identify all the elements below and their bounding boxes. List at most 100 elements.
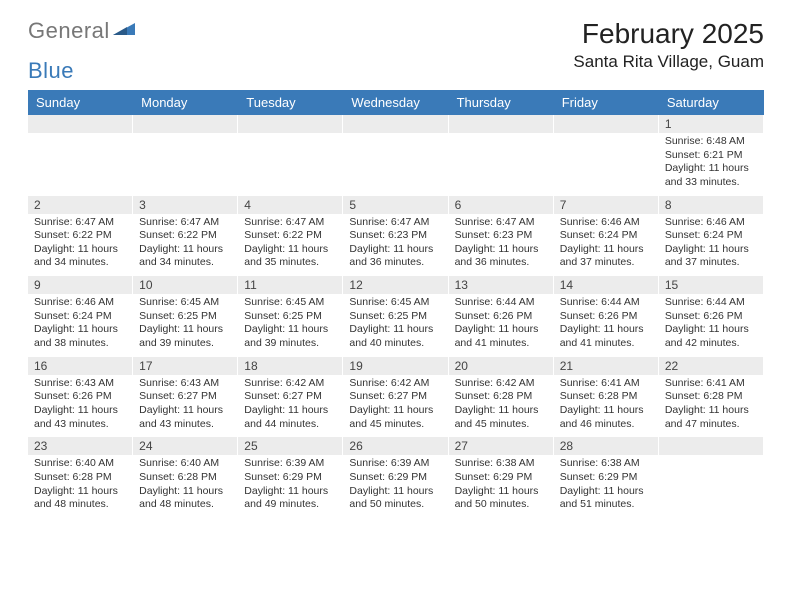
day-details: Sunrise: 6:40 AMSunset: 6:28 PMDaylight:… <box>133 455 237 518</box>
weeks-container: 1Sunrise: 6:48 AMSunset: 6:21 PMDaylight… <box>28 115 764 518</box>
day-details: Sunrise: 6:39 AMSunset: 6:29 PMDaylight:… <box>343 455 447 518</box>
day-details: Sunrise: 6:41 AMSunset: 6:28 PMDaylight:… <box>659 375 763 438</box>
day-number: 15 <box>659 276 763 294</box>
day-cell <box>28 115 133 196</box>
sunrise-text: Sunrise: 6:38 AM <box>560 457 652 471</box>
day-number: 5 <box>343 196 447 214</box>
day-number <box>343 115 447 133</box>
week-row: 2Sunrise: 6:47 AMSunset: 6:22 PMDaylight… <box>28 196 764 277</box>
day-number: 4 <box>238 196 342 214</box>
day-number <box>28 115 132 133</box>
day-details: Sunrise: 6:47 AMSunset: 6:23 PMDaylight:… <box>449 214 553 277</box>
day-details: Sunrise: 6:46 AMSunset: 6:24 PMDaylight:… <box>659 214 763 277</box>
daylight-text: Daylight: 11 hours and 37 minutes. <box>560 243 652 270</box>
sunset-text: Sunset: 6:29 PM <box>560 471 652 485</box>
sunrise-text: Sunrise: 6:46 AM <box>560 216 652 230</box>
daylight-text: Daylight: 11 hours and 45 minutes. <box>349 404 441 431</box>
daylight-text: Daylight: 11 hours and 50 minutes. <box>455 485 547 512</box>
day-number: 22 <box>659 357 763 375</box>
daylight-text: Daylight: 11 hours and 34 minutes. <box>34 243 126 270</box>
sunrise-text: Sunrise: 6:46 AM <box>665 216 757 230</box>
day-number: 26 <box>343 437 447 455</box>
sunrise-text: Sunrise: 6:42 AM <box>349 377 441 391</box>
day-details: Sunrise: 6:43 AMSunset: 6:26 PMDaylight:… <box>28 375 132 438</box>
day-header: Sunday <box>28 90 133 115</box>
sunset-text: Sunset: 6:25 PM <box>349 310 441 324</box>
day-number: 24 <box>133 437 237 455</box>
sunrise-text: Sunrise: 6:47 AM <box>455 216 547 230</box>
day-number: 23 <box>28 437 132 455</box>
day-cell: 6Sunrise: 6:47 AMSunset: 6:23 PMDaylight… <box>449 196 554 277</box>
day-details: Sunrise: 6:46 AMSunset: 6:24 PMDaylight:… <box>554 214 658 277</box>
sunset-text: Sunset: 6:26 PM <box>560 310 652 324</box>
day-details: Sunrise: 6:47 AMSunset: 6:22 PMDaylight:… <box>238 214 342 277</box>
daylight-text: Daylight: 11 hours and 33 minutes. <box>665 162 757 189</box>
day-number: 10 <box>133 276 237 294</box>
day-details <box>133 133 237 141</box>
day-details: Sunrise: 6:40 AMSunset: 6:28 PMDaylight:… <box>28 455 132 518</box>
day-details <box>343 133 447 141</box>
day-details: Sunrise: 6:41 AMSunset: 6:28 PMDaylight:… <box>554 375 658 438</box>
sunset-text: Sunset: 6:22 PM <box>139 229 231 243</box>
daylight-text: Daylight: 11 hours and 36 minutes. <box>349 243 441 270</box>
day-number: 28 <box>554 437 658 455</box>
month-title: February 2025 <box>573 18 764 50</box>
sunset-text: Sunset: 6:28 PM <box>560 390 652 404</box>
day-cell: 8Sunrise: 6:46 AMSunset: 6:24 PMDaylight… <box>659 196 764 277</box>
day-details: Sunrise: 6:43 AMSunset: 6:27 PMDaylight:… <box>133 375 237 438</box>
day-cell: 3Sunrise: 6:47 AMSunset: 6:22 PMDaylight… <box>133 196 238 277</box>
sunrise-text: Sunrise: 6:45 AM <box>349 296 441 310</box>
day-number: 7 <box>554 196 658 214</box>
day-number: 2 <box>28 196 132 214</box>
day-details: Sunrise: 6:47 AMSunset: 6:23 PMDaylight:… <box>343 214 447 277</box>
sunrise-text: Sunrise: 6:40 AM <box>139 457 231 471</box>
daylight-text: Daylight: 11 hours and 34 minutes. <box>139 243 231 270</box>
day-details: Sunrise: 6:38 AMSunset: 6:29 PMDaylight:… <box>554 455 658 518</box>
sunrise-text: Sunrise: 6:45 AM <box>139 296 231 310</box>
logo-text-gray: General <box>28 18 110 44</box>
day-cell: 21Sunrise: 6:41 AMSunset: 6:28 PMDayligh… <box>554 357 659 438</box>
daylight-text: Daylight: 11 hours and 46 minutes. <box>560 404 652 431</box>
day-header: Thursday <box>449 90 554 115</box>
day-cell: 24Sunrise: 6:40 AMSunset: 6:28 PMDayligh… <box>133 437 238 518</box>
day-details: Sunrise: 6:45 AMSunset: 6:25 PMDaylight:… <box>133 294 237 357</box>
day-number: 27 <box>449 437 553 455</box>
sunset-text: Sunset: 6:22 PM <box>244 229 336 243</box>
sunset-text: Sunset: 6:25 PM <box>244 310 336 324</box>
day-details: Sunrise: 6:44 AMSunset: 6:26 PMDaylight:… <box>659 294 763 357</box>
sunrise-text: Sunrise: 6:44 AM <box>665 296 757 310</box>
day-header: Friday <box>554 90 659 115</box>
week-row: 1Sunrise: 6:48 AMSunset: 6:21 PMDaylight… <box>28 115 764 196</box>
day-cell: 20Sunrise: 6:42 AMSunset: 6:28 PMDayligh… <box>449 357 554 438</box>
day-cell: 26Sunrise: 6:39 AMSunset: 6:29 PMDayligh… <box>343 437 448 518</box>
day-number <box>238 115 342 133</box>
sunset-text: Sunset: 6:28 PM <box>455 390 547 404</box>
sunrise-text: Sunrise: 6:41 AM <box>560 377 652 391</box>
day-cell: 23Sunrise: 6:40 AMSunset: 6:28 PMDayligh… <box>28 437 133 518</box>
sunset-text: Sunset: 6:28 PM <box>665 390 757 404</box>
sunset-text: Sunset: 6:27 PM <box>139 390 231 404</box>
day-cell: 12Sunrise: 6:45 AMSunset: 6:25 PMDayligh… <box>343 276 448 357</box>
day-cell: 9Sunrise: 6:46 AMSunset: 6:24 PMDaylight… <box>28 276 133 357</box>
day-number: 3 <box>133 196 237 214</box>
day-cell <box>659 437 764 518</box>
day-cell <box>343 115 448 196</box>
title-block: February 2025 Santa Rita Village, Guam <box>573 18 764 72</box>
daylight-text: Daylight: 11 hours and 39 minutes. <box>139 323 231 350</box>
daylight-text: Daylight: 11 hours and 38 minutes. <box>34 323 126 350</box>
day-cell: 22Sunrise: 6:41 AMSunset: 6:28 PMDayligh… <box>659 357 764 438</box>
daylight-text: Daylight: 11 hours and 45 minutes. <box>455 404 547 431</box>
location-text: Santa Rita Village, Guam <box>573 52 764 72</box>
day-details: Sunrise: 6:39 AMSunset: 6:29 PMDaylight:… <box>238 455 342 518</box>
sunset-text: Sunset: 6:28 PM <box>34 471 126 485</box>
sunset-text: Sunset: 6:28 PM <box>139 471 231 485</box>
sunset-text: Sunset: 6:26 PM <box>455 310 547 324</box>
day-number: 1 <box>659 115 763 133</box>
sunset-text: Sunset: 6:24 PM <box>560 229 652 243</box>
week-row: 16Sunrise: 6:43 AMSunset: 6:26 PMDayligh… <box>28 357 764 438</box>
day-number: 17 <box>133 357 237 375</box>
daylight-text: Daylight: 11 hours and 43 minutes. <box>34 404 126 431</box>
day-header-row: Sunday Monday Tuesday Wednesday Thursday… <box>28 90 764 115</box>
sunset-text: Sunset: 6:23 PM <box>349 229 441 243</box>
day-details <box>659 455 763 463</box>
